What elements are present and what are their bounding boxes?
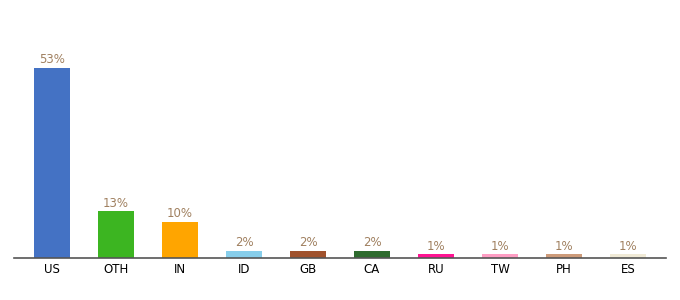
Text: 2%: 2%	[299, 236, 318, 249]
Bar	[354, 251, 390, 258]
Bar	[99, 212, 133, 258]
Bar	[611, 254, 645, 258]
Text: 1%: 1%	[426, 240, 445, 253]
Text: 53%: 53%	[39, 53, 65, 66]
Text: 2%: 2%	[235, 236, 254, 249]
Bar	[482, 254, 517, 258]
Bar	[163, 222, 198, 258]
Text: 10%: 10%	[167, 207, 193, 220]
Text: 2%: 2%	[362, 236, 381, 249]
Text: 1%: 1%	[619, 240, 637, 253]
Bar	[290, 251, 326, 258]
Text: 1%: 1%	[491, 240, 509, 253]
Bar	[226, 251, 262, 258]
Bar	[547, 254, 581, 258]
Text: 1%: 1%	[555, 240, 573, 253]
Bar	[418, 254, 454, 258]
Text: 13%: 13%	[103, 197, 129, 210]
Bar	[35, 68, 69, 258]
